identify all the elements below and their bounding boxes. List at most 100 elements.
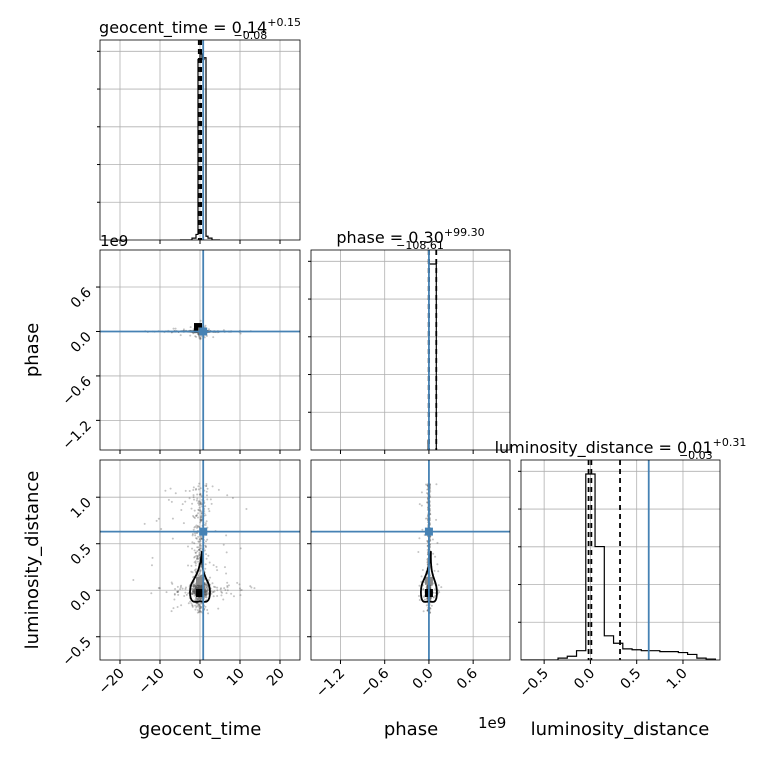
sample-point — [196, 611, 199, 614]
sample-point — [197, 603, 200, 606]
sample-point — [193, 561, 196, 564]
truth-marker — [199, 527, 208, 536]
sample-point — [170, 610, 173, 613]
sample-point — [196, 555, 199, 558]
sample-point — [206, 538, 209, 541]
title-lower-error: −108.61 — [396, 239, 444, 252]
axes-frame — [310, 249, 511, 451]
sample-point — [418, 599, 421, 602]
sample-point — [195, 586, 198, 589]
sample-point — [200, 584, 203, 587]
sample-point — [197, 587, 200, 590]
sample-point — [432, 595, 435, 598]
sample-point — [198, 597, 201, 600]
sample-point — [171, 517, 174, 520]
sample-point — [194, 585, 197, 588]
sample-point — [429, 607, 432, 610]
sample-point — [186, 545, 189, 548]
sample-point — [208, 510, 211, 513]
sample-point — [203, 590, 206, 593]
sample-point — [199, 503, 202, 506]
sample-point — [200, 587, 203, 590]
truth-marker — [424, 527, 433, 536]
sample-point — [200, 514, 203, 517]
sample-point — [180, 604, 183, 607]
sample-point — [196, 609, 199, 612]
sample-point — [198, 493, 201, 496]
sample-point — [192, 486, 195, 489]
sample-point — [199, 570, 202, 573]
sample-point — [204, 593, 207, 596]
sample-point — [192, 583, 195, 586]
sample-point — [194, 590, 197, 593]
sample-point — [198, 585, 201, 588]
sample-point — [204, 593, 207, 596]
sample-point — [199, 493, 202, 496]
sample-point — [198, 335, 201, 338]
sample-point — [198, 506, 201, 509]
density-peak — [194, 323, 202, 332]
sample-point — [205, 593, 208, 596]
sample-point — [225, 534, 228, 537]
sample-point — [198, 540, 201, 543]
sample-point — [180, 584, 183, 587]
sample-point — [199, 597, 202, 600]
y-axis-label-phase: phase — [22, 323, 43, 377]
sample-point — [191, 571, 194, 574]
sample-point — [196, 557, 199, 560]
sample-point — [204, 505, 207, 508]
axes-frame — [310, 459, 511, 661]
sample-point — [181, 587, 184, 590]
sample-point — [239, 589, 242, 592]
sample-point — [184, 500, 187, 503]
sample-point — [225, 551, 228, 554]
sample-point — [198, 586, 201, 589]
sample-point — [194, 592, 197, 595]
sample-point — [157, 517, 160, 520]
sample-point — [205, 485, 208, 488]
sample-point — [158, 587, 161, 590]
sample-point — [420, 491, 423, 494]
sample-point — [206, 590, 209, 593]
sample-point — [225, 572, 228, 575]
sample-point — [192, 332, 195, 335]
title-lower-error: −0.03 — [679, 449, 713, 462]
sample-point — [207, 328, 210, 331]
sample-point — [192, 589, 195, 592]
sample-point — [195, 537, 198, 540]
offset-text-phase-x: 1e9 — [478, 714, 506, 732]
sample-point — [197, 586, 200, 589]
sample-point — [239, 332, 242, 335]
sample-point — [198, 552, 201, 555]
sample-point — [184, 591, 187, 594]
sample-point — [197, 488, 200, 491]
sample-point — [205, 557, 208, 560]
sample-point — [195, 532, 198, 535]
plot-area — [100, 460, 300, 660]
sample-point — [191, 541, 194, 544]
sample-point — [197, 508, 200, 511]
sample-point — [240, 589, 243, 592]
y-axis-label-luminosity_distance: luminosity_distance — [22, 471, 43, 650]
sample-point — [426, 540, 429, 543]
sample-point — [199, 607, 202, 610]
tick-label-x: −1.2 — [313, 666, 348, 701]
sample-point — [192, 528, 195, 531]
sample-point — [192, 585, 195, 588]
sample-point — [426, 598, 429, 601]
sample-point — [216, 569, 219, 572]
sample-point — [425, 492, 428, 495]
sample-point — [170, 500, 173, 503]
sample-point — [177, 590, 180, 593]
sample-point — [199, 610, 202, 613]
sample-point — [165, 591, 168, 594]
sample-point — [223, 566, 226, 569]
panel-phase-vs-luminosity_distance: −1.2 −0.6 0.0 0.6 — [307, 459, 511, 701]
sample-point — [194, 588, 197, 591]
sample-point — [197, 509, 200, 512]
sample-point — [193, 594, 196, 597]
title-upper-error: +0.15 — [267, 16, 301, 29]
tick-label-y: 0.6 — [68, 284, 95, 311]
sample-point — [179, 586, 182, 589]
sample-point — [169, 487, 172, 490]
